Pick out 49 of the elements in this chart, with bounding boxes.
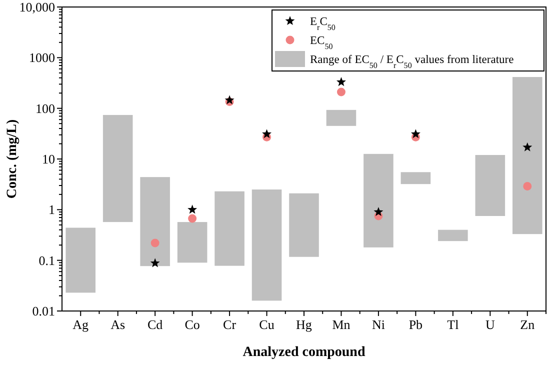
bar <box>512 77 542 234</box>
x-tick-label: Hg <box>296 317 312 332</box>
y-tick-label: 0.1 <box>38 252 55 268</box>
bar <box>214 191 244 266</box>
y-tick-label: 1000 <box>29 50 55 66</box>
x-tick-label: Co <box>184 317 200 332</box>
y-tick-label: 10,000 <box>19 0 55 15</box>
x-tick-label: Tl <box>447 317 460 332</box>
point <box>188 204 198 214</box>
bar <box>289 193 319 257</box>
bar <box>102 114 133 222</box>
point <box>336 88 346 96</box>
x-axis-title: Analyzed compound <box>242 345 366 360</box>
bar <box>364 154 394 248</box>
bar <box>177 222 208 263</box>
x-tick-label: U <box>485 317 496 332</box>
x-tick-label: Zn <box>520 317 536 332</box>
x-tick-label: Ag <box>72 317 90 332</box>
x-tick-label: Cr <box>223 317 237 332</box>
legend-label: Range of EC$_{50}$ / E$_{r}$C$_{50}$ values from literature <box>310 54 514 70</box>
y-axis-title: Conc. (mg/L) <box>5 119 20 199</box>
point <box>150 238 160 248</box>
bar <box>326 110 356 126</box>
point <box>262 129 272 138</box>
point <box>336 77 346 86</box>
x-tick-label: Cd <box>147 317 164 332</box>
y-tick-label: 100 <box>36 100 55 116</box>
bar <box>475 154 506 216</box>
legend-label: EC$_{50}$ <box>310 35 333 51</box>
y-tick-label: 10 <box>42 152 55 167</box>
bar <box>400 172 431 184</box>
point <box>522 142 532 152</box>
point <box>410 129 420 138</box>
x-tick-label: Ni <box>372 317 386 332</box>
x-tick-label: Pb <box>408 317 423 332</box>
point <box>523 182 532 190</box>
bar <box>140 177 170 266</box>
bar <box>252 190 282 301</box>
point <box>374 206 384 216</box>
point <box>150 258 160 268</box>
bar <box>66 228 96 293</box>
legend-label: E$_{r}$C$_{50}$ <box>310 16 336 32</box>
bar <box>438 230 468 242</box>
x-tick-label: As <box>110 317 126 332</box>
y-tick-label: 1 <box>48 202 55 218</box>
y-tick-label: 0.01 <box>32 304 55 319</box>
point <box>188 214 197 223</box>
x-tick-label: Mn <box>332 317 351 332</box>
x-tick-label: Cu <box>259 317 275 332</box>
